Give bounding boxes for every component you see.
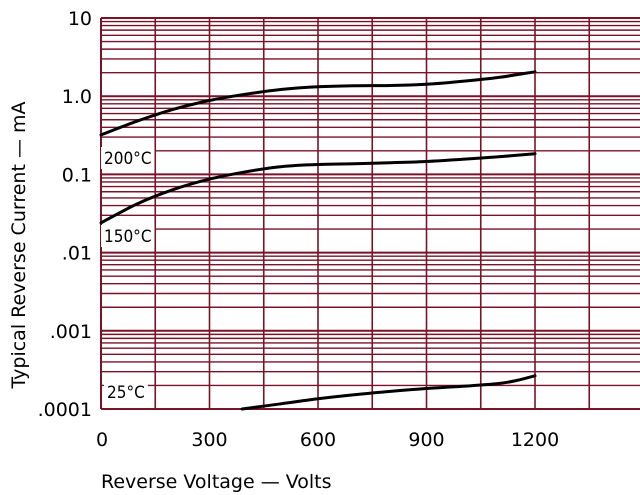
series-line-25c xyxy=(240,374,537,411)
x-tick-label: 300 xyxy=(191,429,227,451)
y-tick-label: 1.0 xyxy=(62,86,92,108)
series-label-150c: 150°C xyxy=(104,227,152,247)
y-tick-label: .001 xyxy=(50,321,92,343)
x-tick-label: 1200 xyxy=(511,429,559,451)
series-label-background xyxy=(101,225,155,247)
y-tick-label: 10 xyxy=(68,8,92,30)
y-tick-label: 0.1 xyxy=(62,164,92,186)
x-axis-ticks: 0 300 600 900 1200 xyxy=(96,429,559,451)
x-axis-title: Reverse Voltage — Volts xyxy=(101,471,332,493)
series-label-background xyxy=(101,147,155,169)
series-label-200c: 200°C xyxy=(104,149,152,169)
series-line-200c xyxy=(99,70,537,137)
x-tick-label: 0 xyxy=(96,429,108,451)
series-labels: 200°C 150°C 25°C xyxy=(101,147,155,403)
y-tick-label: .0001 xyxy=(38,399,92,421)
x-tick-label: 600 xyxy=(300,429,336,451)
y-axis-title: Typical Reverse Current — mA xyxy=(8,102,30,390)
series-group xyxy=(99,70,537,411)
x-tick-label: 900 xyxy=(408,429,444,451)
plot-grid xyxy=(100,17,640,410)
series-label-background xyxy=(104,381,148,403)
series-line-150c xyxy=(99,152,537,225)
series-label-25c: 25°C xyxy=(107,383,145,403)
y-tick-label: .01 xyxy=(62,243,92,265)
y-axis-ticks: 10 1.0 0.1 .01 .001 .0001 xyxy=(38,8,92,421)
